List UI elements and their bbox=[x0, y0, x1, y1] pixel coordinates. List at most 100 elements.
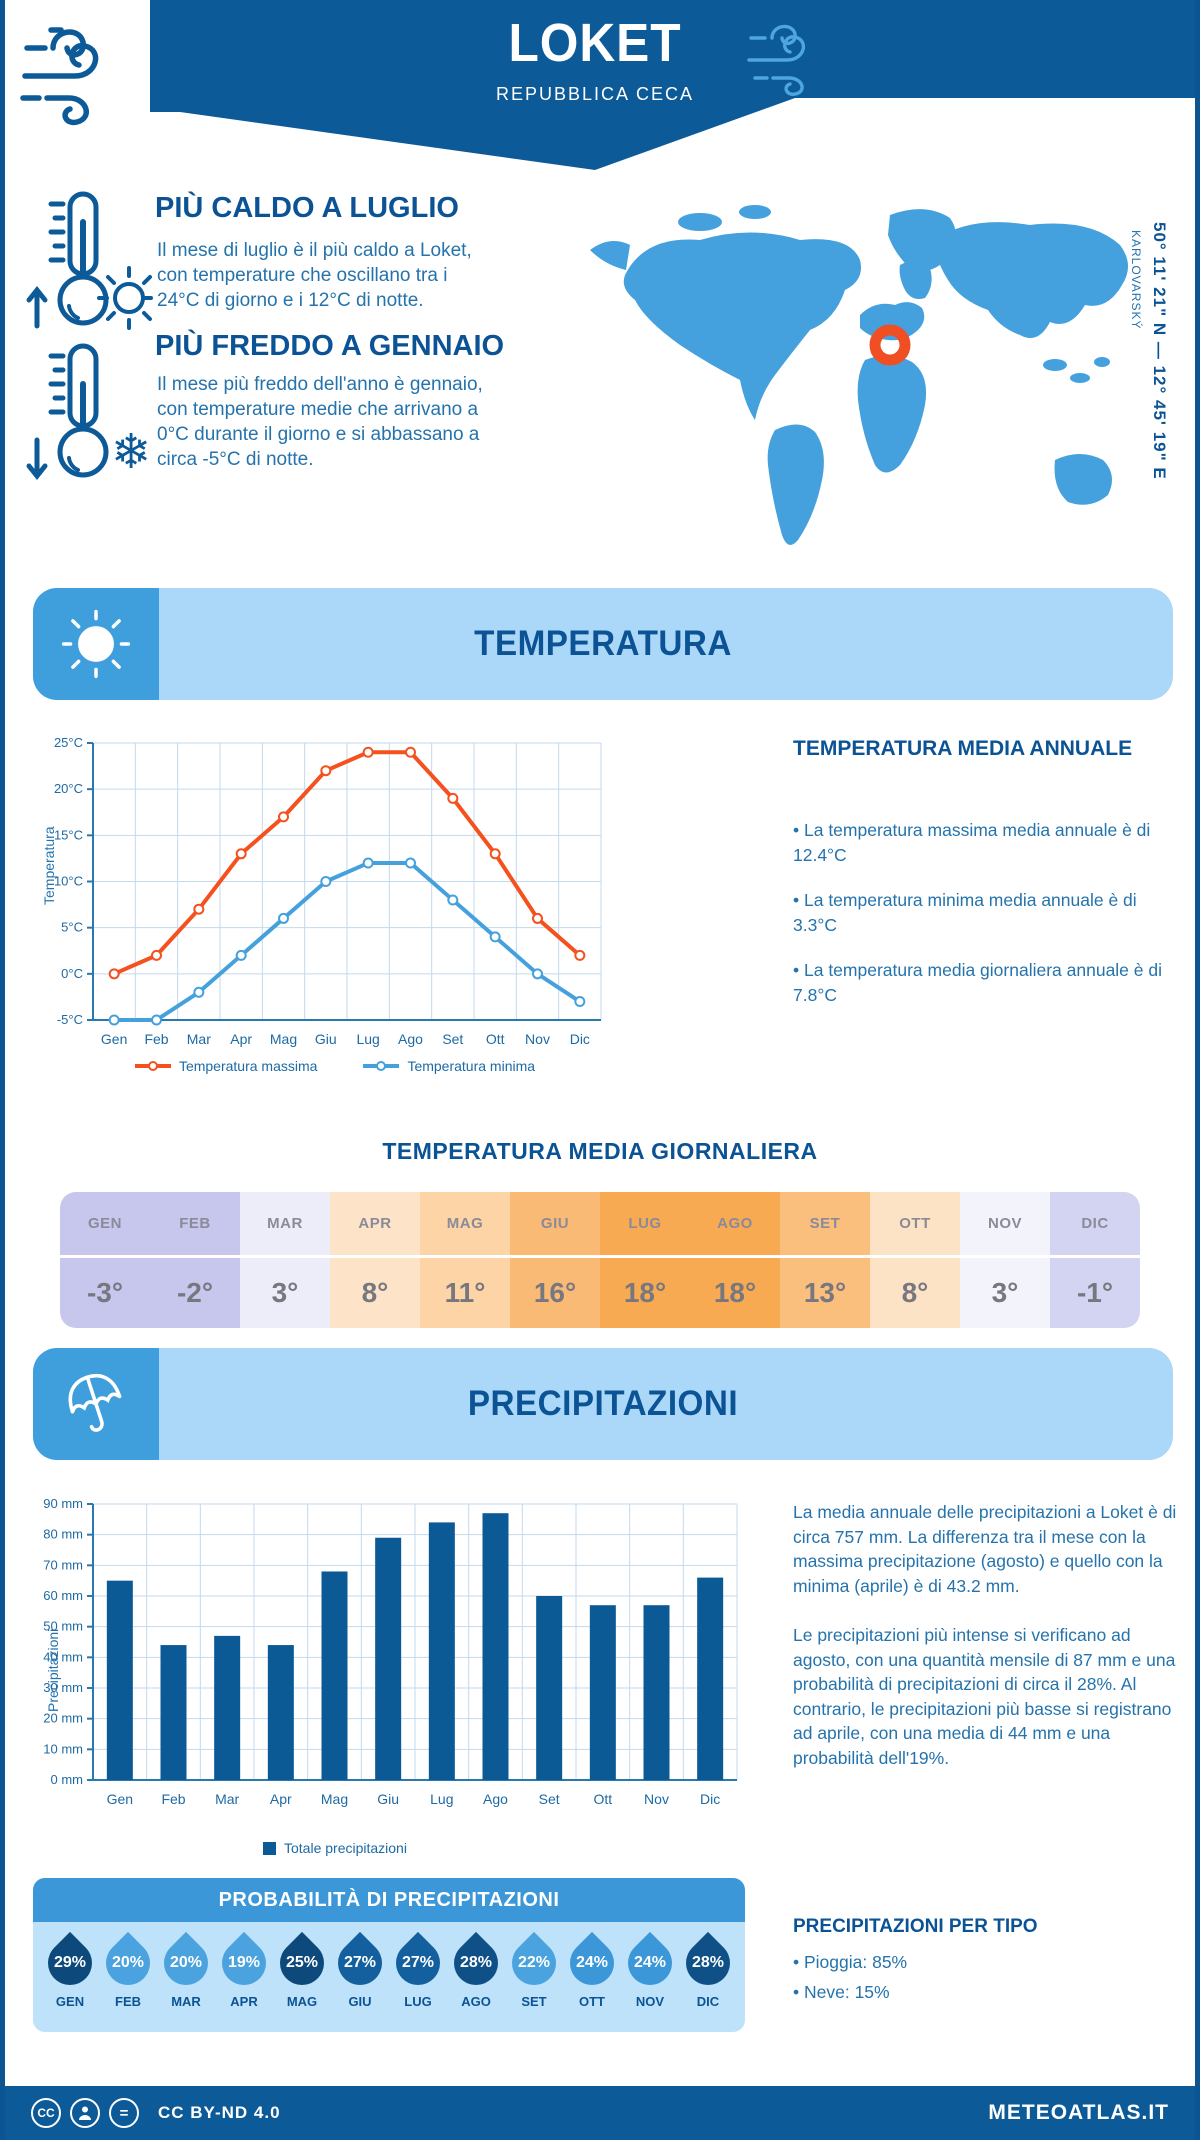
daily-month-value: -2° bbox=[176, 1277, 214, 1308]
svg-text:Mar: Mar bbox=[215, 1791, 239, 1807]
svg-text:80 mm: 80 mm bbox=[43, 1527, 83, 1542]
svg-text:Apr: Apr bbox=[230, 1031, 252, 1047]
svg-text:25°C: 25°C bbox=[54, 735, 83, 750]
daily-month-column: GIU 16° bbox=[510, 1192, 600, 1328]
probability-droplet-item: 24% NOV bbox=[618, 1931, 682, 2009]
probability-value: 27% bbox=[401, 1954, 435, 1971]
row-separator bbox=[330, 1255, 420, 1258]
svg-text:60 mm: 60 mm bbox=[43, 1588, 83, 1603]
precipitation-section-banner: PRECIPITAZIONI bbox=[33, 1348, 1173, 1460]
probability-value: 29% bbox=[53, 1954, 87, 1971]
cold-title: PIÙ FREDDO A GENNAIO bbox=[155, 330, 505, 362]
daily-month-value: -1° bbox=[1076, 1277, 1114, 1308]
droplet-icon: 19% bbox=[212, 1931, 276, 1995]
droplet-month-label: LUG bbox=[404, 1994, 432, 2009]
daily-month-value: 8° bbox=[901, 1277, 929, 1308]
probability-value: 28% bbox=[459, 1954, 493, 1971]
svg-text:Ott: Ott bbox=[486, 1031, 505, 1047]
probability-droplet-item: 29% GEN bbox=[38, 1931, 102, 2009]
precipitation-paragraph: La media annuale delle precipitazioni a … bbox=[793, 1502, 1177, 1596]
annual-temperature-bullets: • La temperatura massima media annuale è… bbox=[793, 818, 1181, 1028]
daily-month-value: 3° bbox=[271, 1277, 299, 1308]
svg-text:50 mm: 50 mm bbox=[43, 1619, 83, 1634]
droplet-icon: 25% bbox=[270, 1931, 334, 1995]
daily-temperature-title: TEMPERATURA MEDIA GIORNALIERA bbox=[382, 1138, 818, 1164]
daily-month-column: APR 8° bbox=[330, 1192, 420, 1328]
daily-month-column: DIC -1° bbox=[1050, 1192, 1140, 1328]
droplet-month-label: AGO bbox=[461, 1994, 491, 2009]
coordinates-block: KARLOVARSKÝ 50° 11' 21" N — 12° 45' 19" … bbox=[1129, 222, 1169, 480]
umbrella-icon bbox=[33, 1348, 159, 1460]
world-map bbox=[590, 205, 1129, 545]
svg-text:20 mm: 20 mm bbox=[43, 1711, 83, 1726]
daily-month-column: MAR 3° bbox=[240, 1192, 330, 1328]
probability-value: 25% bbox=[285, 1954, 319, 1971]
svg-text:Mag: Mag bbox=[270, 1031, 297, 1047]
svg-text:5°C: 5°C bbox=[61, 920, 83, 935]
droplet-month-label: FEB bbox=[115, 1994, 141, 2009]
droplet-month-label: MAR bbox=[171, 1994, 201, 2009]
legend-item: Temperatura minima bbox=[363, 1058, 535, 1074]
svg-text:Mar: Mar bbox=[187, 1031, 211, 1047]
svg-text:Dic: Dic bbox=[700, 1791, 720, 1807]
svg-text:❄: ❄ bbox=[111, 424, 151, 480]
daily-month-value: 8° bbox=[361, 1277, 389, 1308]
daily-month-value: 13° bbox=[803, 1277, 847, 1308]
daily-month-value: 16° bbox=[533, 1277, 577, 1308]
probability-panel: PROBABILITÀ DI PRECIPITAZIONI 29% GEN 20… bbox=[33, 1878, 745, 2032]
droplet-icon: 22% bbox=[502, 1931, 566, 1995]
svg-text:Dic: Dic bbox=[570, 1031, 590, 1047]
droplet-month-label: GEN bbox=[55, 1994, 85, 2009]
legend-label: Totale precipitazioni bbox=[284, 1840, 407, 1856]
daily-month-value: -3° bbox=[86, 1277, 124, 1308]
license-group: CC = CC BY-ND 4.0 bbox=[31, 2098, 281, 2128]
svg-text:Feb: Feb bbox=[144, 1031, 168, 1047]
coordinates-label: 50° 11' 21" N — 12° 45' 19" E bbox=[1150, 222, 1169, 480]
svg-text:-5°C: -5°C bbox=[57, 1012, 83, 1027]
daily-month-column: OTT 8° bbox=[870, 1192, 960, 1328]
legend-item: Temperatura massima bbox=[134, 1058, 318, 1074]
daily-month-label: SET bbox=[809, 1215, 841, 1232]
droplet-month-label: OTT bbox=[579, 1994, 605, 2009]
annual-bullet: • La temperatura massima media annuale è… bbox=[793, 820, 1151, 865]
row-separator bbox=[420, 1255, 510, 1258]
svg-text:0°C: 0°C bbox=[61, 966, 83, 981]
probability-droplet-item: 20% FEB bbox=[96, 1931, 160, 2009]
precipitation-chart-ylabel: Precipitazioni bbox=[45, 1628, 61, 1712]
wind-decoration-icon bbox=[747, 24, 806, 96]
footer: CC = CC BY-ND 4.0 METEOATLAS.IT bbox=[5, 2086, 1195, 2140]
daily-month-label: LUG bbox=[628, 1215, 662, 1232]
droplet-icon: 20% bbox=[154, 1931, 218, 1995]
page-subtitle: REPUBBLICA CECA bbox=[495, 84, 695, 104]
license-label: CC BY-ND 4.0 bbox=[158, 2103, 281, 2122]
probability-droplet-item: 19% APR bbox=[212, 1931, 276, 2009]
probability-value: 20% bbox=[111, 1954, 145, 1971]
probability-value: 19% bbox=[227, 1954, 261, 1971]
droplet-month-label: DIC bbox=[696, 1994, 720, 2009]
legend-label: Temperatura massima bbox=[178, 1058, 318, 1074]
svg-text:Ott: Ott bbox=[593, 1791, 612, 1807]
daily-month-column: FEB -2° bbox=[150, 1192, 240, 1328]
svg-text:Nov: Nov bbox=[644, 1791, 669, 1807]
probability-droplet-item: 24% OTT bbox=[560, 1931, 624, 2009]
daily-month-column: AGO 18° bbox=[690, 1192, 780, 1328]
person-icon bbox=[70, 2098, 100, 2128]
probability-droplet-item: 20% MAR bbox=[154, 1931, 218, 2009]
probability-value: 28% bbox=[691, 1954, 725, 1971]
daily-month-column: SET 13° bbox=[780, 1192, 870, 1328]
daily-month-label: GEN bbox=[87, 1215, 122, 1232]
daily-month-value: 18° bbox=[623, 1277, 667, 1308]
svg-text:Set: Set bbox=[539, 1791, 560, 1807]
thermometer-hot-icon bbox=[26, 191, 153, 330]
svg-text:Apr: Apr bbox=[270, 1791, 292, 1807]
svg-text:Feb: Feb bbox=[161, 1791, 185, 1807]
daily-month-label: OTT bbox=[899, 1215, 931, 1232]
svg-text:15°C: 15°C bbox=[54, 827, 83, 842]
probability-value: 22% bbox=[517, 1954, 551, 1971]
svg-text:Gen: Gen bbox=[107, 1791, 133, 1807]
rain-bullet: • Pioggia: 85% bbox=[793, 1952, 908, 1972]
daily-month-value: 11° bbox=[444, 1277, 486, 1308]
svg-text:30 mm: 30 mm bbox=[43, 1680, 83, 1695]
row-separator bbox=[510, 1255, 600, 1258]
